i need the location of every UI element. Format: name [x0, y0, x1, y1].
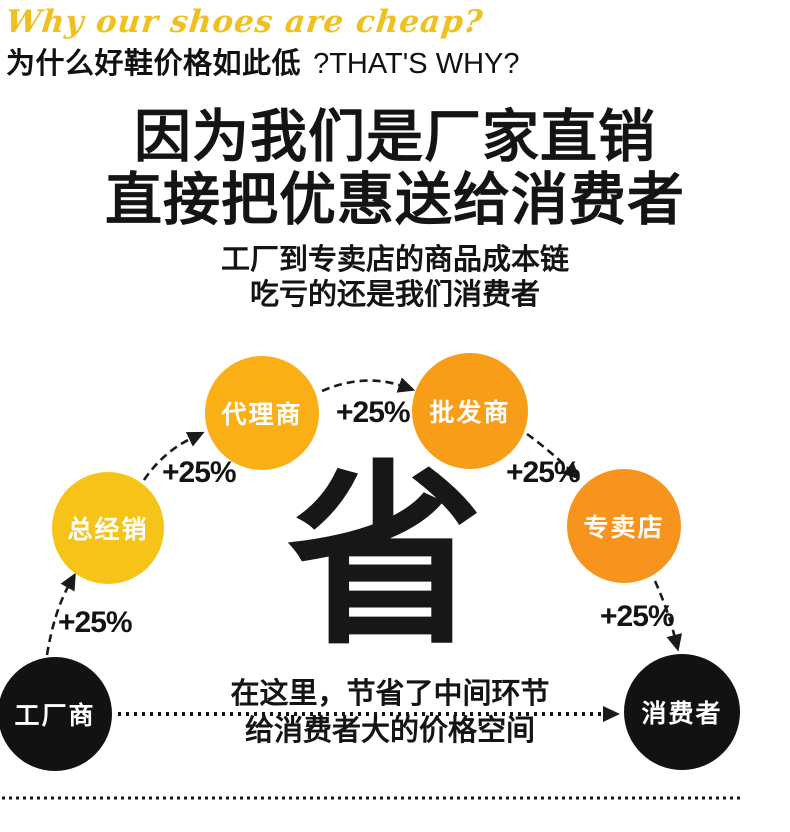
increment-label-distributor-to-agent: +25% [162, 456, 237, 489]
dashed-arrow-wholesaler-to-store-icon [526, 432, 581, 480]
dashed-arrow-store-to-consumer-icon [653, 580, 683, 652]
savings-note: 在这里，节省了中间环节 给消费者大的价格空间 [195, 676, 585, 750]
node-general-distributor: 总经销 [52, 472, 164, 584]
subtitle-line2: 吃亏的还是我们消费者 [249, 279, 540, 311]
node-factory: 工厂商 [0, 657, 112, 771]
node-retail-store-label: 专卖店 [583, 514, 665, 542]
dashed-arrow-factory-to-distributor-icon [45, 572, 76, 656]
tagline: 为什么好鞋价格如此低 ?THAT'S WHY? [6, 40, 520, 82]
node-retail-store: 专卖店 [567, 469, 681, 583]
node-consumer-label: 消费者 [641, 700, 723, 728]
node-agent-label: 代理商 [221, 401, 303, 429]
main-title-line2: 直接把优惠送给消费者 [105, 168, 685, 232]
dashed-arrow-distributor-to-agent-icon [142, 431, 205, 481]
subtitle-line1: 工厂到专卖店的商品成本链 [220, 244, 569, 276]
increment-label-store-to-consumer: +25% [600, 600, 675, 633]
increment-label-wholesaler-to-store: +25% [506, 456, 581, 489]
save-character: 省 [286, 448, 483, 667]
main-title: 因为我们是厂家直销 直接把优惠送给消费者 [0, 106, 790, 232]
cost-chain-subtitle: 工厂到专卖店的商品成本链 吃亏的还是我们消费者 [0, 243, 790, 313]
node-consumer: 消费者 [624, 654, 740, 770]
node-agent: 代理商 [205, 356, 319, 470]
increment-label-factory-to-distributor: +25% [58, 606, 133, 639]
dashed-arrow-agent-to-wholesaler-icon [321, 377, 416, 393]
node-wholesaler: 批发商 [412, 353, 528, 469]
node-wholesaler-label: 批发商 [429, 399, 511, 427]
node-factory-label: 工厂商 [14, 702, 96, 730]
savings-note-line2: 给消费者大的价格空间 [244, 715, 535, 747]
tagline-english: ?THAT'S WHY? [313, 48, 520, 80]
tagline-chinese: 为什么好鞋价格如此低 [6, 48, 302, 80]
main-title-line1: 因为我们是厂家直销 [134, 105, 656, 169]
node-general-distributor-label: 总经销 [67, 516, 149, 544]
savings-note-line1: 在这里，节省了中间环节 [230, 678, 550, 710]
increment-label-agent-to-wholesaler: +25% [336, 396, 411, 429]
